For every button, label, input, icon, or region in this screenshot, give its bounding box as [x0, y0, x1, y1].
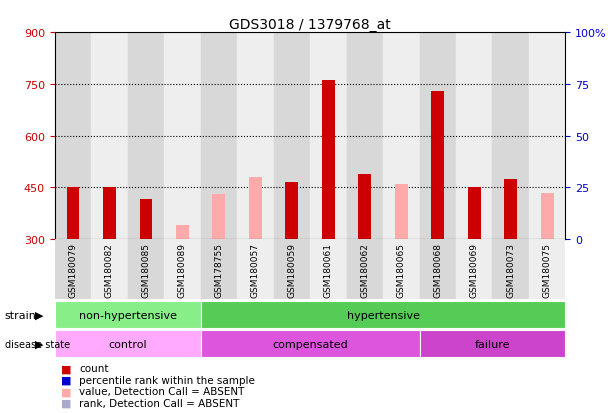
Text: rank, Detection Call = ABSENT: rank, Detection Call = ABSENT: [79, 398, 240, 408]
Bar: [274, 240, 310, 299]
Bar: [55, 330, 201, 357]
Bar: [212, 195, 225, 240]
Bar: [201, 33, 237, 240]
Bar: [201, 330, 420, 357]
Text: ■: ■: [61, 363, 71, 373]
Bar: [310, 33, 347, 240]
Text: GSM180082: GSM180082: [105, 242, 114, 297]
Bar: [103, 188, 116, 240]
Bar: [201, 301, 565, 328]
Bar: [91, 240, 128, 299]
Text: control: control: [108, 339, 147, 349]
Text: non-hypertensive: non-hypertensive: [78, 310, 177, 320]
Text: failure: failure: [475, 339, 510, 349]
Text: GSM180069: GSM180069: [470, 242, 478, 297]
Bar: [139, 200, 152, 240]
Bar: [529, 240, 565, 299]
Bar: [55, 240, 91, 299]
Bar: [456, 33, 492, 240]
Text: GSM180061: GSM180061: [324, 242, 333, 297]
Text: ■: ■: [61, 398, 71, 408]
Bar: [249, 178, 261, 240]
Text: GSM180075: GSM180075: [543, 242, 551, 297]
Bar: [347, 240, 383, 299]
Text: percentile rank within the sample: percentile rank within the sample: [79, 375, 255, 385]
Title: GDS3018 / 1379768_at: GDS3018 / 1379768_at: [229, 18, 391, 32]
Bar: [431, 92, 444, 240]
Text: ■: ■: [61, 387, 71, 396]
Text: GSM180065: GSM180065: [397, 242, 406, 297]
Bar: [55, 33, 91, 240]
Text: compensated: compensated: [272, 339, 348, 349]
Bar: [237, 33, 274, 240]
Bar: [420, 330, 565, 357]
Text: GSM180073: GSM180073: [506, 242, 515, 297]
Bar: [395, 185, 407, 240]
Text: value, Detection Call = ABSENT: value, Detection Call = ABSENT: [79, 387, 244, 396]
Bar: [128, 33, 164, 240]
Text: GSM180062: GSM180062: [361, 242, 369, 297]
Bar: [541, 193, 553, 240]
Bar: [285, 183, 298, 240]
Text: GSM180057: GSM180057: [251, 242, 260, 297]
Bar: [164, 240, 201, 299]
Bar: [383, 240, 420, 299]
Text: GSM178755: GSM178755: [215, 242, 223, 297]
Text: GSM180079: GSM180079: [69, 242, 77, 297]
Bar: [456, 240, 492, 299]
Bar: [201, 240, 237, 299]
Bar: [383, 33, 420, 240]
Bar: [91, 33, 128, 240]
Text: ▶: ▶: [35, 339, 44, 349]
Text: hypertensive: hypertensive: [347, 310, 420, 320]
Bar: [274, 33, 310, 240]
Bar: [322, 81, 334, 240]
Bar: [310, 240, 347, 299]
Bar: [504, 179, 517, 240]
Bar: [347, 33, 383, 240]
Text: GSM180089: GSM180089: [178, 242, 187, 297]
Text: GSM180068: GSM180068: [434, 242, 442, 297]
Text: ■: ■: [61, 375, 71, 385]
Bar: [164, 33, 201, 240]
Bar: [492, 240, 529, 299]
Text: strain: strain: [5, 310, 36, 320]
Text: disease state: disease state: [5, 339, 70, 349]
Bar: [358, 174, 371, 240]
Text: GSM180059: GSM180059: [288, 242, 296, 297]
Bar: [420, 33, 456, 240]
Bar: [66, 188, 79, 240]
Bar: [492, 33, 529, 240]
Bar: [529, 33, 565, 240]
Bar: [420, 240, 456, 299]
Bar: [468, 188, 480, 240]
Bar: [176, 226, 188, 240]
Text: ▶: ▶: [35, 310, 44, 320]
Bar: [55, 301, 201, 328]
Bar: [128, 240, 164, 299]
Text: GSM180085: GSM180085: [142, 242, 150, 297]
Bar: [237, 240, 274, 299]
Text: count: count: [79, 363, 109, 373]
